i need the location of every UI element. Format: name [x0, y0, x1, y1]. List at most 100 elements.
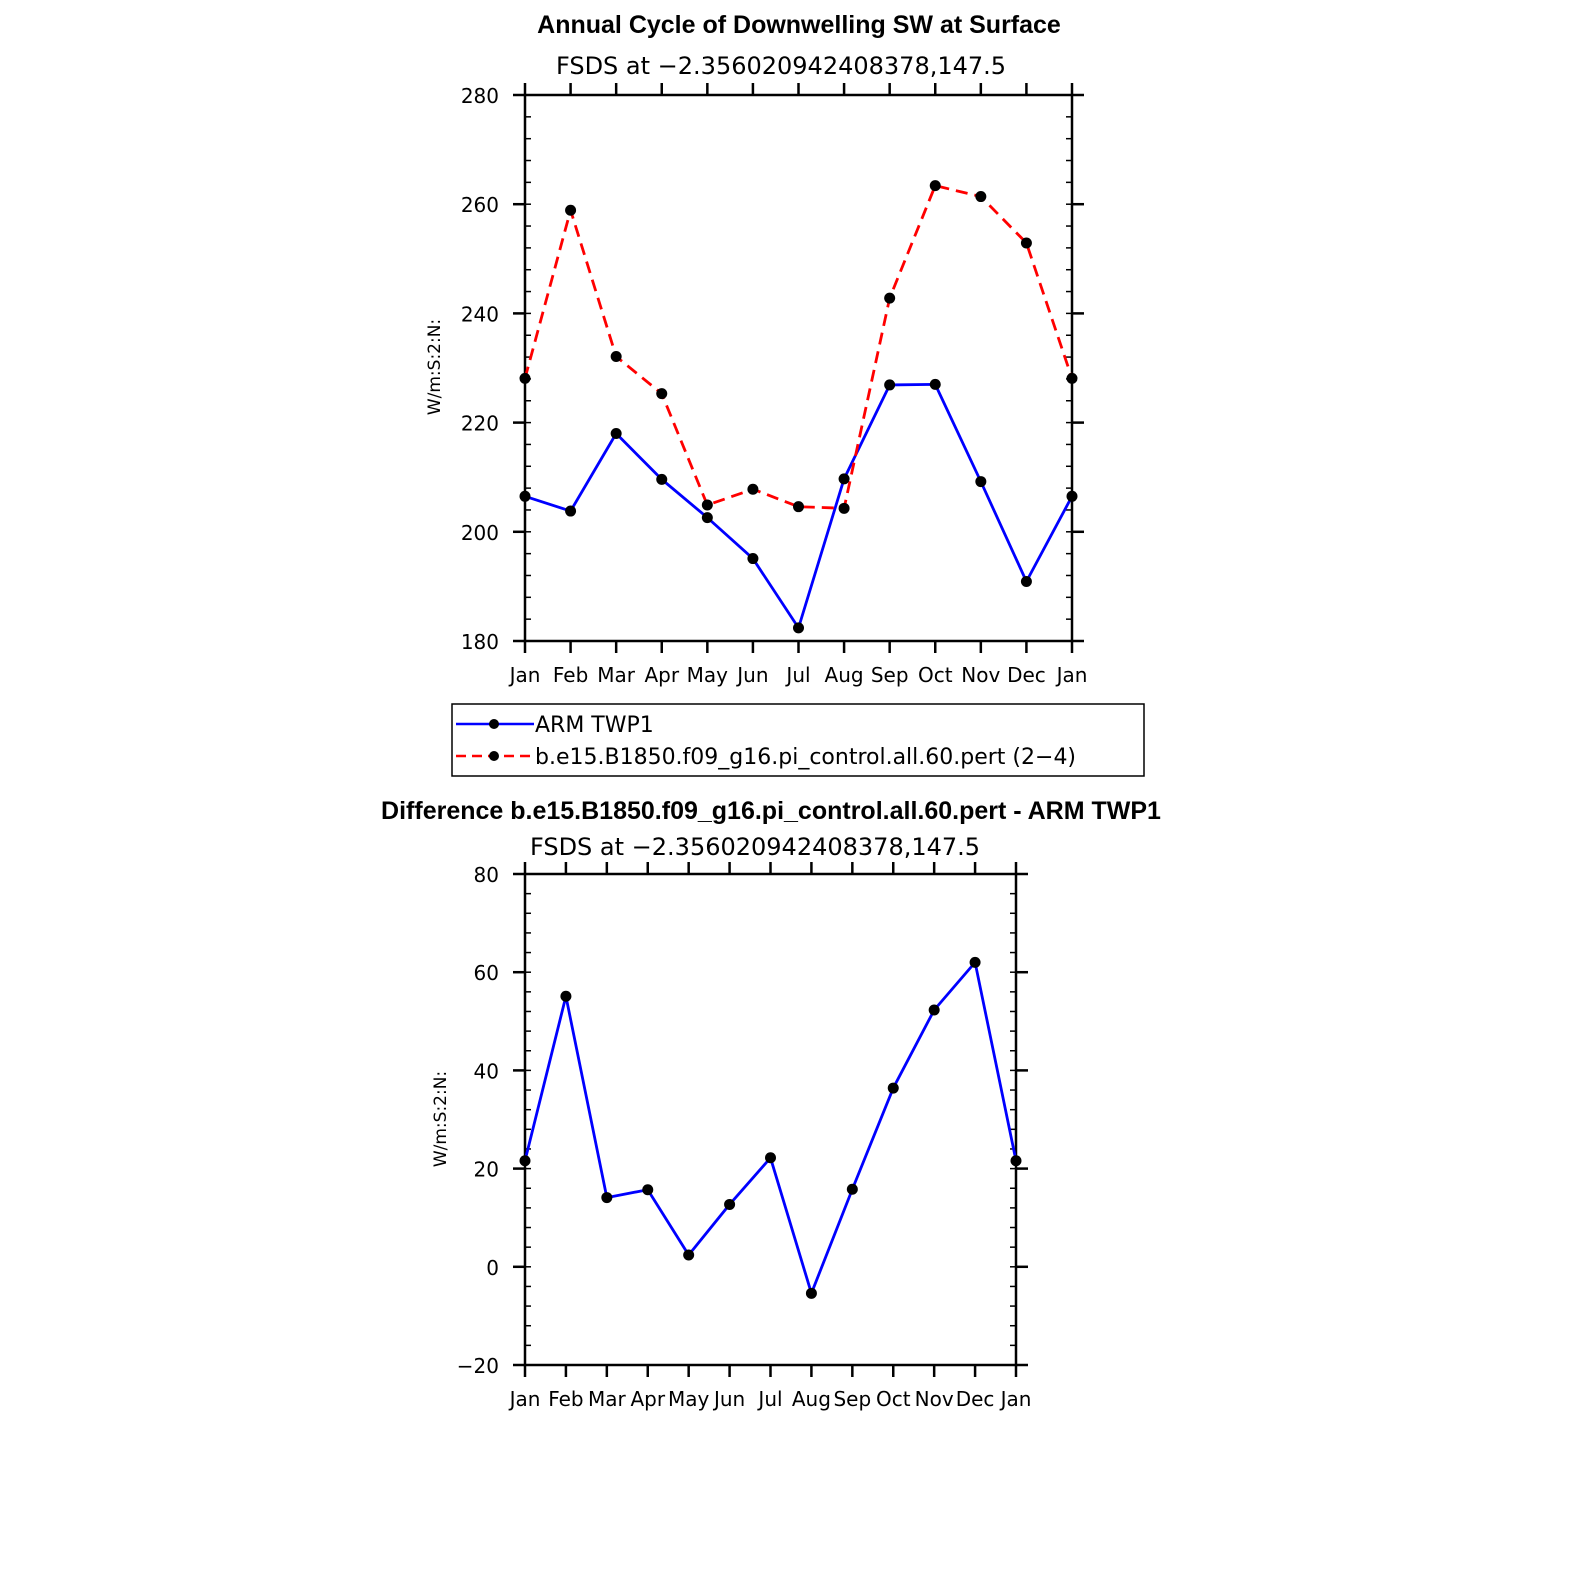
x-tick-label: Feb — [548, 1387, 583, 1411]
x-tick-label: Nov — [961, 663, 1000, 687]
y-tick-labels: 180 200 220 240 260 280 — [461, 84, 499, 654]
x-tick-label: Mar — [597, 663, 636, 687]
data-point — [969, 956, 981, 968]
data-point — [975, 191, 987, 203]
y-axis-label: W/m:S:2:N: — [425, 319, 445, 415]
series-layer — [519, 180, 1078, 634]
x-tick-label: Sep — [833, 1387, 871, 1411]
series-line-1 — [523, 184, 1074, 510]
y-tick-label: 0 — [486, 1256, 499, 1280]
y-tick-label: 280 — [461, 84, 499, 108]
x-tick-label: Sep — [871, 663, 909, 687]
y-tick-label: 200 — [461, 521, 499, 545]
x-tick-label: Jan — [508, 1387, 541, 1411]
legend-box — [451, 703, 1145, 777]
data-point — [683, 1249, 695, 1261]
data-point — [765, 1152, 776, 1164]
chart-title: Difference b.e15.B1850.f09_g16.pi_contro… — [381, 797, 1161, 825]
y-tick-label: 20 — [474, 1158, 499, 1182]
y-tick-label: 220 — [461, 412, 499, 436]
plot-frame — [523, 93, 1074, 643]
data-point — [724, 1198, 736, 1210]
data-point — [519, 490, 531, 502]
data-point — [642, 1184, 654, 1196]
y-tick-label: 180 — [461, 630, 499, 654]
y-tick-labels: −20 0 20 40 60 80 — [457, 863, 499, 1378]
data-point — [975, 476, 987, 488]
x-tick-label: Oct — [918, 663, 953, 687]
annual-cycle-chart: Annual Cycle of Downwelling SW at Surfac… — [425, 11, 1145, 777]
data-point — [601, 1192, 613, 1204]
y-tick-label: 40 — [474, 1059, 499, 1083]
x-tick-label: Dec — [956, 1387, 995, 1411]
x-tick-label: Jun — [712, 1387, 745, 1411]
x-tick-label: Jan — [999, 1387, 1032, 1411]
x-tick-label: Dec — [1007, 663, 1046, 687]
x-tick-label: Apr — [630, 1387, 665, 1411]
series-line-0 — [523, 960, 1018, 1295]
data-point — [1020, 575, 1032, 587]
chart-title: Annual Cycle of Downwelling SW at Surfac… — [537, 11, 1061, 39]
difference-chart: Difference b.e15.B1850.f09_g16.pi_contro… — [381, 797, 1161, 1411]
y-axis-label: W/m:S:2:N: — [431, 1071, 451, 1167]
x-tick-label: May — [668, 1387, 710, 1411]
x-tick-label: Apr — [644, 663, 679, 687]
x-tick-labels: Jan Feb Mar Apr May Jun Jul Aug Sep Oct Nov Dec Jan — [508, 663, 1088, 687]
legend: ARM TWP1 b.e15.B1850.f09_g16.pi_control.… — [451, 703, 1145, 777]
data-point — [1066, 372, 1078, 384]
data-point — [656, 388, 668, 400]
data-point — [838, 502, 850, 514]
y-tick-label: 60 — [474, 961, 499, 985]
tick-marks — [513, 862, 1028, 1377]
x-tick-label: Aug — [825, 663, 864, 687]
legend-label-model: b.e15.B1850.f09_g16.pi_control.all.60.pe… — [535, 745, 1076, 770]
y-tick-label: 260 — [461, 193, 499, 217]
chart-subtitle: FSDS at −2.356020942408378,147.5 — [530, 833, 980, 861]
data-point — [747, 483, 759, 495]
x-tick-label: Mar — [588, 1387, 627, 1411]
data-point — [565, 204, 577, 216]
x-tick-label: Jan — [1055, 663, 1088, 687]
series-layer — [519, 956, 1022, 1299]
data-point — [519, 372, 531, 384]
x-tick-label: Feb — [553, 663, 588, 687]
legend-marker-arm — [489, 719, 499, 729]
data-point — [929, 180, 941, 192]
data-point — [793, 622, 804, 634]
data-point — [701, 499, 713, 511]
x-tick-labels: Jan Feb Mar Apr May Jun Jul Aug Sep Oct Nov Dec Jan — [508, 1387, 1032, 1411]
x-tick-label: Oct — [876, 1387, 911, 1411]
data-point — [656, 473, 668, 485]
data-point — [701, 512, 713, 524]
data-point — [519, 1155, 531, 1167]
data-point — [884, 379, 896, 391]
data-point — [560, 990, 572, 1002]
chart-subtitle: FSDS at −2.356020942408378,147.5 — [556, 52, 1006, 80]
data-point — [610, 351, 622, 363]
x-tick-label: Aug — [792, 1387, 831, 1411]
y-tick-label: −20 — [457, 1354, 499, 1378]
data-point — [887, 1082, 899, 1094]
data-point — [565, 505, 577, 517]
y-tick-label: 240 — [461, 302, 499, 326]
data-point — [805, 1287, 817, 1299]
data-point — [929, 378, 941, 390]
x-tick-label: Jun — [735, 663, 768, 687]
y-tick-label: 80 — [474, 863, 499, 887]
x-tick-label: Jan — [508, 663, 541, 687]
x-tick-label: May — [687, 663, 729, 687]
plot-frame — [523, 872, 1018, 1367]
data-point — [610, 428, 622, 440]
data-point — [1020, 237, 1032, 249]
x-tick-label: Nov — [915, 1387, 954, 1411]
data-point — [846, 1183, 858, 1195]
data-point — [928, 1004, 940, 1016]
data-point — [747, 553, 759, 565]
data-point — [884, 292, 896, 304]
data-point — [793, 501, 804, 513]
legend-label-arm: ARM TWP1 — [535, 713, 654, 738]
legend-marker-model — [489, 751, 499, 761]
x-tick-label: Jul — [756, 1387, 782, 1411]
data-point — [1010, 1155, 1022, 1167]
